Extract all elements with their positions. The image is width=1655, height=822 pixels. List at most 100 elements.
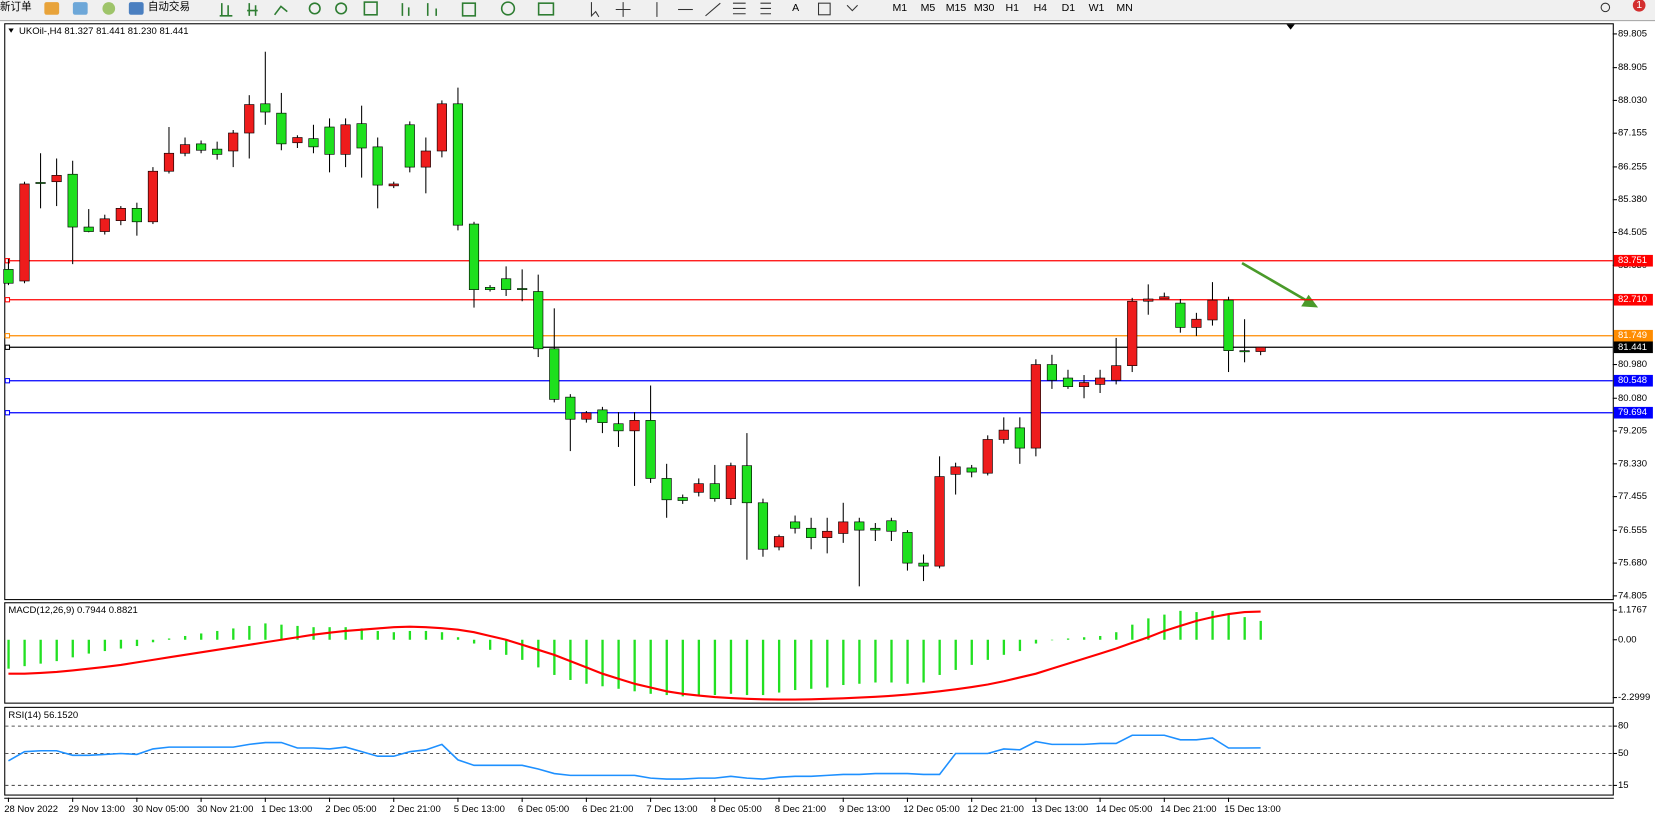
macd-bar [794,639,797,691]
timeframe-button[interactable]: M1 [893,2,908,14]
timeframe-button[interactable]: W1 [1089,2,1105,14]
candle-body [1111,365,1122,381]
y-tick-label: 77.455 [1618,491,1647,502]
icon[interactable] [335,2,348,15]
macd-bar [1259,620,1262,640]
icon[interactable] [128,2,144,15]
candle-body [404,124,415,168]
icon[interactable] [590,2,600,18]
auto-trading-button[interactable]: 自动交易 [148,0,190,13]
y-tick-label: 87.155 [1618,128,1647,139]
timeframe-button[interactable]: H1 [1005,2,1019,14]
level-anchor [4,378,11,384]
y-tick-label: 89.805 [1618,28,1647,39]
icon[interactable] [72,2,88,15]
icon[interactable] [247,3,258,16]
candle-body [1127,300,1138,366]
x-tick-label: 28 Nov 2022 [4,804,58,815]
macd-bar [1034,639,1038,644]
text-tool[interactable]: A [792,2,800,14]
candle-body [950,466,961,475]
candle-body [934,476,945,567]
timeframe-button[interactable]: M15 [946,2,967,14]
candle-body [51,175,62,183]
timeframe-button[interactable]: M30 [974,2,995,14]
icon[interactable] [461,2,477,17]
candle-body [1095,377,1106,385]
candle-body [741,465,752,504]
candle-body [1223,299,1234,351]
icon[interactable] [846,4,858,12]
icon[interactable] [732,2,746,15]
icon[interactable] [363,1,378,16]
level-anchor [4,333,11,339]
x-tick-label: 30 Nov 21:00 [197,804,254,815]
macd-bar [1099,635,1102,640]
level-label-bg [1613,254,1653,267]
macd-bar [87,639,90,654]
macd-bar [1050,639,1054,641]
macd-bar [585,639,588,684]
x-tick-label: 30 Nov 05:00 [133,804,190,815]
macd-bar [264,623,267,640]
macd-bar [601,639,604,687]
x-tick-label: 6 Dec 05:00 [518,804,569,815]
icon[interactable] [102,2,116,15]
icon[interactable] [273,5,288,16]
level-anchor [4,297,11,303]
icon[interactable] [426,3,437,16]
macd-bar [777,639,781,693]
macd-bar [906,639,909,684]
candle-body [19,183,30,282]
x-tick-label: 5 Dec 13:00 [454,804,505,815]
macd-bar [489,639,492,650]
macd-bar [1018,639,1022,652]
timeframe-button[interactable]: M5 [921,2,936,14]
macd-title: MACD(12,26,9) 0.7944 0.8821 [8,605,137,616]
macd-bar [39,639,42,664]
new-order-button[interactable]: 新订单 [0,0,32,13]
macd-bar [248,625,251,640]
timeframe-button[interactable]: D1 [1062,2,1076,14]
macd-bar [1163,614,1166,640]
macd-bar [1066,638,1070,640]
icon[interactable] [615,2,631,17]
level-label-bg [1613,293,1653,306]
candle-body [790,521,801,529]
timeframe-button[interactable]: H4 [1034,2,1048,14]
candle-body [260,103,271,113]
macd-bar [1131,624,1134,640]
search-icon[interactable] [1600,2,1611,13]
candle-body [484,287,496,290]
level-label: 80.548 [1618,375,1647,386]
candle-body [1030,364,1041,449]
candle-body [452,103,464,226]
candle-body [565,396,576,420]
macd-bar [424,630,428,640]
candle-body [645,420,656,479]
macd-bar [344,627,347,640]
candle-body [661,478,672,501]
timeframe-button[interactable]: MN [1116,2,1132,14]
macd-bar [1243,617,1246,640]
macd-bar [729,639,733,694]
icon[interactable] [401,3,410,16]
level-label: 82.710 [1618,294,1647,305]
macd-bar [1227,614,1230,640]
icon[interactable] [500,1,516,16]
badge [1632,0,1646,12]
icon[interactable] [817,2,831,16]
icon[interactable] [44,2,60,15]
candle-body [1255,346,1266,352]
candle-body [533,291,544,350]
icon[interactable] [537,2,555,16]
candle-body [420,150,431,168]
y-tick-label: 88.030 [1618,95,1647,106]
candle-body [1143,298,1154,302]
icon[interactable] [705,2,721,17]
icon[interactable] [219,3,233,17]
macd-bar [119,639,123,649]
x-tick-label: 13 Dec 13:00 [1032,804,1089,815]
icon[interactable] [760,2,771,15]
icon[interactable] [308,2,321,15]
